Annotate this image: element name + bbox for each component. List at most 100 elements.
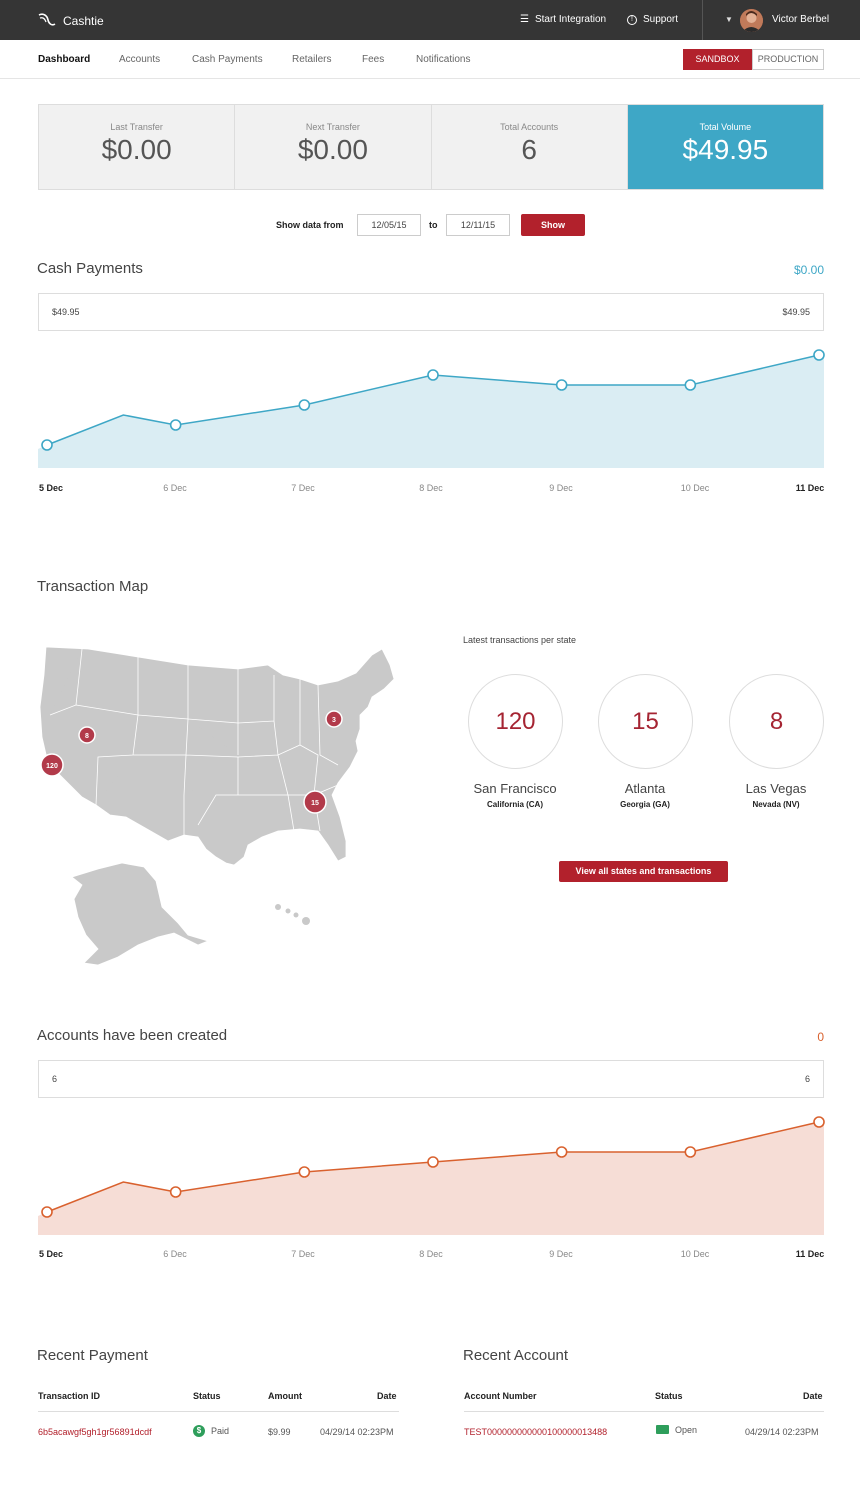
state-name: California (CA) [487,800,543,809]
stat-value: $49.95 [682,134,769,165]
amount-value: $9.99 [268,1427,291,1437]
x-tick-label: 9 Dec [549,483,573,493]
range-right-value: $49.95 [782,307,810,317]
accounts-created-range: 6 6 [38,1060,824,1098]
topbar-divider [702,0,703,40]
accounts-created-chart [38,1116,825,1235]
sandbox-toggle[interactable]: SANDBOX [683,49,752,70]
chart-point[interactable] [41,439,53,451]
payment-status: $ Paid [193,1425,229,1437]
nav-accounts[interactable]: Accounts [119,54,161,65]
chart-point[interactable] [813,1116,825,1128]
chart-point[interactable] [41,1206,53,1218]
x-tick-label: 5 Dec [38,483,64,493]
state-count-circle[interactable]: 120 [468,674,563,769]
x-tick-label: 6 Dec [163,1249,187,1259]
stat-value: $0.00 [101,134,172,165]
date-from-input[interactable]: 12/05/15 [357,214,421,236]
transaction-id-link[interactable]: 6b5acawgf5gh1gr56891dcdf [38,1427,152,1437]
x-tick-label: 6 Dec [163,483,187,493]
city-name: Atlanta [624,781,666,796]
production-toggle[interactable]: PRODUCTION [752,49,824,70]
range-right-value: 6 [804,1074,810,1084]
nav-notifications[interactable]: Notifications [416,54,471,65]
stat-value: $0.00 [297,134,368,165]
support-label: Support [643,14,679,25]
cashtie-logo-icon[interactable] [37,12,57,28]
chart-point[interactable] [169,1186,182,1198]
x-tick-label: 9 Dec [549,1249,573,1259]
x-tick-label: 11 Dec [795,483,825,493]
user-name[interactable]: Victor Berbel [772,14,830,25]
alaska-shape [71,862,210,966]
column-header-amount: Amount [268,1391,302,1401]
avatar[interactable] [740,9,763,32]
x-tick-label: 11 Dec [795,1249,825,1259]
x-tick-label: 5 Dec [38,1249,64,1259]
us-mainland-shape [39,646,395,866]
chart-area [38,355,824,468]
start-integration-label: Start Integration [534,14,607,25]
chevron-down-icon[interactable]: ▼ [725,15,733,24]
map-marker-san-francisco[interactable]: 120 [40,753,64,777]
accounts-created-title: Accounts have been created [37,1027,228,1044]
nav-retailers[interactable]: Retailers [292,54,332,65]
state-name: Georgia (GA) [620,800,670,809]
chart-point[interactable] [298,1166,311,1178]
cash-payments-total: $0.00 [793,263,824,277]
status-label: Paid [211,1426,230,1436]
start-integration-link[interactable]: ☰ Start Integration [520,14,606,25]
stat-label: Last Transfer [110,122,163,132]
briefcase-icon [656,1424,669,1434]
map-marker-ohio[interactable]: 3 [325,710,343,728]
nav-dashboard[interactable]: Dashboard [38,54,91,65]
map-marker-las-vegas[interactable]: 8 [78,726,96,744]
chart-point[interactable] [555,379,568,391]
chart-point[interactable] [169,419,182,431]
map-marker-atlanta[interactable]: 15 [303,790,327,814]
account-number-link[interactable]: TEST000000000000100000013488 [464,1427,608,1437]
chart-point[interactable] [427,1156,439,1168]
nav-fees[interactable]: Fees [362,54,385,65]
chart-point[interactable] [684,379,697,391]
chart-point[interactable] [427,369,439,381]
column-header-transaction-id: Transaction ID [38,1391,101,1401]
date-value: 04/29/14 02:23PM [320,1427,394,1437]
us-map[interactable]: 120 8 3 15 [38,645,398,980]
account-status: Open [656,1424,698,1435]
support-link[interactable]: ! Support [627,14,678,25]
cash-payments-title: Cash Payments [37,260,143,277]
column-header-status: Status [193,1391,221,1401]
stat-total-accounts: Total Accounts 6 [431,105,628,189]
date-value: 04/29/14 02:23PM [745,1427,819,1437]
marker-count: 8 [85,733,89,740]
table-divider [38,1411,399,1412]
table-divider [464,1411,824,1412]
date-to-input[interactable]: 12/11/15 [446,214,510,236]
date-to-label: to [429,220,438,230]
range-left-value: 6 [52,1074,58,1084]
stat-last-transfer: Last Transfer $0.00 [39,105,236,189]
cash-payments-chart [38,349,825,468]
chart-point[interactable] [298,399,311,411]
brand-name[interactable]: Cashtie [63,14,104,28]
chart-area [38,1122,824,1235]
accounts-created-x-axis: 5 Dec 6 Dec 7 Dec 8 Dec 9 Dec 10 Dec 11 Dec [0,1249,860,1261]
stats-panel: Last Transfer $0.00 Next Transfer $0.00 … [38,104,824,190]
chart-point[interactable] [813,349,825,361]
column-header-account-number: Account Number [464,1391,537,1401]
marker-count: 120 [46,763,58,770]
state-count-circle[interactable]: 8 [729,674,824,769]
cash-payments-x-axis: 5 Dec 6 Dec 7 Dec 8 Dec 9 Dec 10 Dec 11 Dec [0,483,860,495]
nav-cash-payments[interactable]: Cash Payments [192,54,263,65]
x-tick-label: 8 Dec [419,483,443,493]
view-all-states-button[interactable]: View all states and transactions [559,861,728,882]
stat-label: Next Transfer [305,122,360,132]
date-from-label: Show data from [276,220,344,230]
status-label: Open [675,1425,698,1435]
chart-point[interactable] [555,1146,568,1158]
state-count-circle[interactable]: 15 [598,674,693,769]
chart-point[interactable] [684,1146,697,1158]
show-button[interactable]: Show [521,214,585,236]
x-tick-label: 7 Dec [291,483,315,493]
